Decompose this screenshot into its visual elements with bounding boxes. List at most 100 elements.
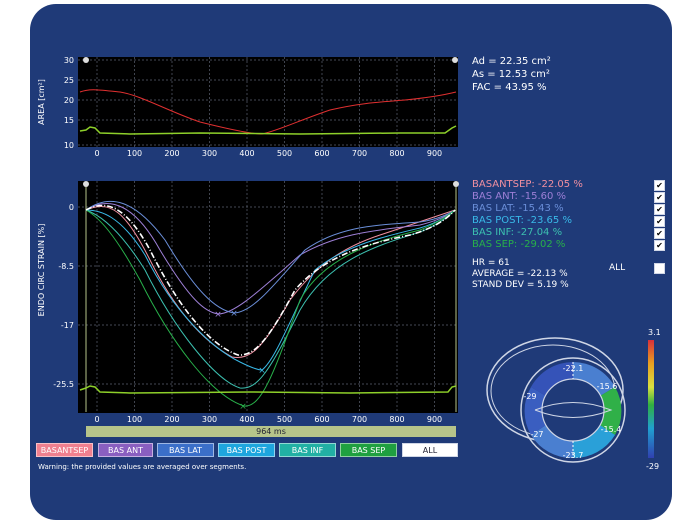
all-label: ALL [609,263,626,273]
x-tick-label: 600 [314,149,329,158]
curve-bas-lat [85,200,456,314]
strain-y-label: ENDO CIRC STRAIN [%] [37,224,46,317]
x-tick-label: 800 [389,415,404,424]
x-tick-label: 300 [202,149,217,158]
area-grid [78,57,458,147]
segment-label: BAS SEP: -29.02 % [472,239,566,250]
x-tick-label: 500 [277,149,292,158]
x-tick-label: 200 [164,149,179,158]
basantsep-button[interactable]: BASANTSEP [36,443,93,457]
strain-x-ticks: 0 100 200 300 400 500 600 700 800 900 [94,415,442,424]
segment-label: BAS ANT: -15.60 % [472,191,567,202]
segment-row-bas-inf: BAS INF: -27.04 % ✔ [472,227,672,239]
ring-val-bas-lat: -15.4 [601,425,622,434]
color-scale-min: -29 [646,462,660,471]
segment-checkbox-bas-lat[interactable]: ✔ [654,204,665,215]
ring-seg-bas-post[interactable] [531,425,573,459]
x-tick-label: 400 [239,149,254,158]
segment-label: BAS LAT: -15.43 % [472,203,564,214]
y-tick-label: -17 [61,321,74,330]
x-tick-label: 700 [352,415,367,424]
peak-marker-bas-sep: × [239,402,247,412]
peak-marker-bas-ant: × [214,310,222,320]
ring-valve-outline [534,402,613,418]
bas-ant-button[interactable]: BAS ANT [98,443,153,457]
segment-row-basantsep: BASANTSEP: -22.05 % ✔ [472,179,672,191]
curve-bas-post [85,209,456,371]
stand-dev-value: STAND DEV = 5.19 % [472,280,569,290]
segment-row-bas-post: BAS POST: -23.65 % ✔ [472,215,672,227]
ad-value: Ad = 22.35 cm² [472,56,551,67]
ring-center [541,378,605,442]
area-end-marker[interactable] [452,57,458,63]
strain-end-marker[interactable] [453,181,459,187]
x-tick-label: 900 [427,415,442,424]
segment-checkbox-bas-inf[interactable]: ✔ [654,228,665,239]
ring-seg-bas-lat[interactable] [573,425,615,459]
x-tick-label: 100 [127,149,142,158]
x-tick-label: 200 [164,415,179,424]
all-checkbox[interactable] [654,263,665,274]
x-tick-label: 0 [94,149,99,158]
segment-label: BAS INF: -27.04 % [472,227,563,238]
segment-row-bas-lat: BAS LAT: -15.43 % ✔ [472,203,672,215]
x-tick-label: 600 [314,415,329,424]
x-tick-label: 0 [94,415,99,424]
y-tick-label: 25 [64,76,74,85]
bas-inf-button[interactable]: BAS INF [279,443,336,457]
segment-checkbox-bas-post[interactable]: ✔ [654,216,665,227]
strain-ecg-trace [79,385,457,394]
bas-sep-button[interactable]: BAS SEP [340,443,397,457]
area-x-ticks: 0 100 200 300 400 500 600 700 800 900 [94,149,442,158]
curve-bas-ant [85,203,456,315]
segment-checkbox-bas-ant[interactable]: ✔ [654,192,665,203]
average-value: AVERAGE = -22.13 % [472,269,568,279]
curve-average [85,204,456,356]
x-tick-label: 500 [277,415,292,424]
area-start-marker[interactable] [83,57,89,63]
segment-checkbox-basantsep[interactable]: ✔ [654,180,665,191]
color-scale-max: 3.1 [648,328,661,337]
y-tick-label: 0 [69,203,74,212]
segment-label: BASANTSEP: -22.05 % [472,179,583,190]
ring-val-basantsep: -22.1 [563,364,584,373]
curve-basantsep [85,206,456,358]
y-tick-label: 10 [64,141,74,150]
ring-val-bas-post: -23.7 [563,451,584,460]
fac-value: FAC = 43.95 % [472,82,547,93]
segment-row-bas-ant: BAS ANT: -15.60 % ✔ [472,191,672,203]
x-tick-label: 900 [427,149,442,158]
area-ecg-trace [79,125,457,135]
x-tick-label: 400 [239,415,254,424]
ring-seg-bas-sep[interactable] [531,362,573,396]
time-range-bar[interactable]: 964 ms [86,426,456,437]
x-tick-label: 700 [352,149,367,158]
color-scale-bar [648,340,654,458]
area-y-ticks: 30 25 20 15 10 [64,56,74,150]
warning-text: Warning: the provided values are average… [38,463,247,471]
ring-seg-bas-ant[interactable] [600,387,622,435]
summary-stats: HR = 61 AVERAGE = -22.13 % STAND DEV = 5… [472,258,569,291]
x-tick-label: 100 [127,415,142,424]
strain-y-ticks: 0 -8.5 -17 -25.5 [53,203,74,389]
y-tick-label: -25.5 [53,380,74,389]
bas-post-button[interactable]: BAS POST [218,443,275,457]
ring-seg-bas-inf[interactable] [524,387,546,435]
strain-grid [78,181,458,413]
segment-label: BAS POST: -23.65 % [472,215,572,226]
strain-plot-bg [78,181,458,413]
all-button[interactable]: ALL [402,443,458,457]
as-value: As = 12.53 cm² [472,69,550,80]
ring-val-bas-inf: -27 [530,430,543,439]
peak-marker-bas-lat: × [230,309,238,319]
bas-lat-button[interactable]: BAS LAT [157,443,214,457]
hr-value: HR = 61 [472,258,510,268]
area-stats: Ad = 22.35 cm² As = 12.53 cm² FAC = 43.9… [472,55,551,94]
segment-checkbox-bas-sep[interactable]: ✔ [654,240,665,251]
strain-start-marker[interactable] [83,181,89,187]
ring-val-bas-sep: -29 [523,392,536,401]
ring-seg-basantsep[interactable] [573,362,615,396]
ring-val-bas-ant: -15.6 [597,382,618,391]
segment-row-bas-sep: BAS SEP: -29.02 % ✔ [472,239,672,251]
